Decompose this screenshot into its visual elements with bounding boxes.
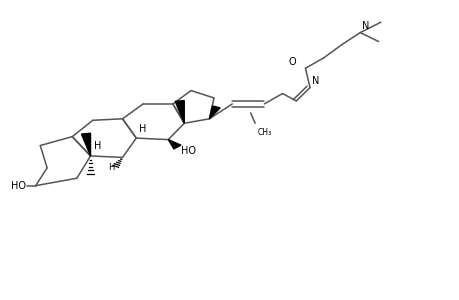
Polygon shape [168, 140, 180, 149]
Text: HO: HO [11, 181, 26, 191]
Text: O: O [288, 57, 296, 67]
Polygon shape [81, 133, 90, 156]
Text: H: H [94, 141, 101, 151]
Polygon shape [209, 106, 220, 119]
Text: HO: HO [180, 146, 195, 157]
Text: CH₃: CH₃ [257, 128, 271, 137]
Text: H: H [108, 163, 114, 172]
Text: H: H [139, 124, 146, 134]
Text: N: N [312, 76, 319, 86]
Polygon shape [175, 100, 184, 123]
Text: N: N [361, 21, 369, 31]
